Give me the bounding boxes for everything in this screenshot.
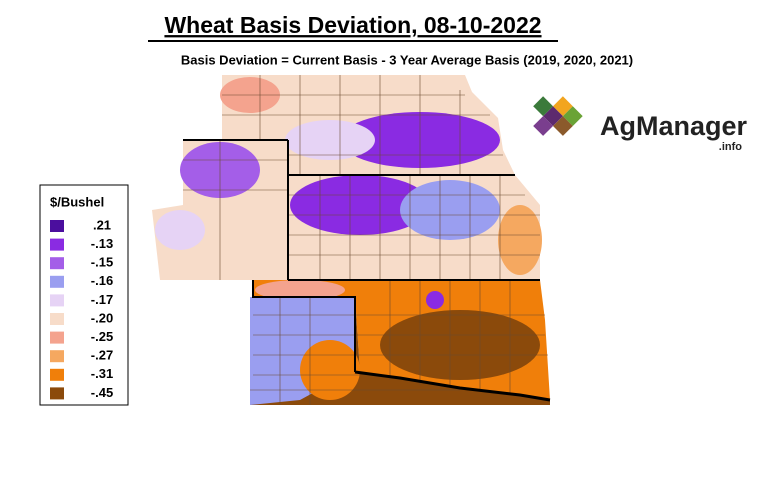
- legend-swatch: [50, 368, 64, 381]
- legend-swatch: [50, 257, 64, 270]
- blob: [300, 340, 360, 400]
- river-border: [354, 370, 551, 402]
- legend-label: -.15: [91, 255, 113, 270]
- subtitle: Basis Deviation = Current Basis - 3 Year…: [181, 52, 633, 67]
- legend-swatch: [50, 294, 64, 307]
- legend-label: -.20: [91, 310, 113, 325]
- title: Wheat Basis Deviation, 08-10-2022: [164, 12, 541, 38]
- legend-swatch: [50, 275, 64, 288]
- legend-label: -.27: [91, 348, 113, 363]
- legend-swatch: [50, 238, 64, 251]
- legend: $/Bushel .21 -.13 -.15 -.16 -.17 -.20 -.25 -.27…: [39, 184, 129, 406]
- blob: [285, 120, 375, 160]
- legend-label: .21: [93, 217, 111, 232]
- blob: [255, 280, 345, 300]
- legend-label: -.16: [91, 273, 113, 288]
- legend-swatch: [50, 387, 64, 400]
- legend-label: -.17: [91, 292, 113, 307]
- legend-label: -.13: [91, 236, 113, 251]
- legend-swatch: [50, 220, 64, 232]
- legend-swatch: [50, 331, 64, 344]
- map: [152, 75, 551, 405]
- legend-swatch: [50, 313, 64, 325]
- blob: [498, 205, 542, 275]
- blob: [290, 175, 430, 235]
- legend-label: -.45: [91, 385, 113, 400]
- blob: [155, 210, 205, 250]
- blob: [426, 291, 444, 309]
- blob: [380, 310, 540, 380]
- county-grid: [183, 75, 548, 405]
- legend-label: -.25: [91, 329, 113, 344]
- logo: AgManager .info: [533, 96, 748, 153]
- legend-title: $/Bushel: [50, 194, 104, 209]
- logo-name: AgManager: [600, 111, 748, 141]
- legend-swatch: [50, 350, 64, 363]
- legend-label: -.31: [91, 366, 113, 381]
- logo-suffix: .info: [719, 141, 742, 153]
- blob: [400, 180, 500, 240]
